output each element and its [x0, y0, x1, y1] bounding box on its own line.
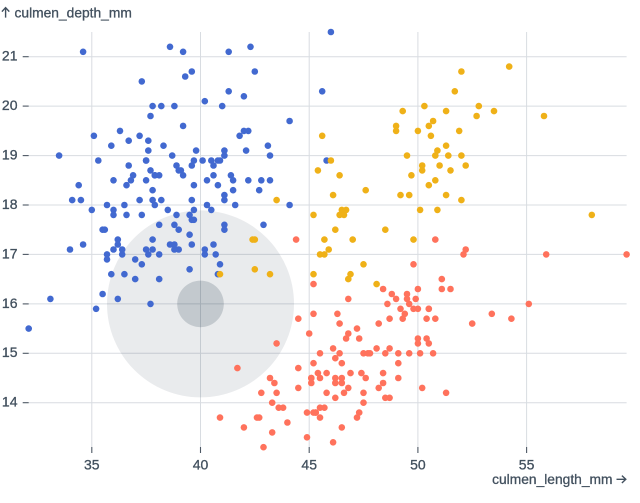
svg-text:18: 18 — [2, 196, 18, 212]
svg-text:14: 14 — [2, 394, 18, 410]
svg-text:15: 15 — [2, 344, 18, 360]
svg-text:19: 19 — [2, 147, 18, 163]
svg-text:20: 20 — [2, 97, 18, 113]
svg-text:55: 55 — [519, 457, 535, 473]
svg-text:culmen_depth_mm: culmen_depth_mm — [15, 5, 132, 20]
svg-text:culmen_length_mm: culmen_length_mm — [492, 472, 612, 487]
svg-text:21: 21 — [2, 48, 18, 64]
svg-text:45: 45 — [301, 457, 317, 473]
svg-text:17: 17 — [2, 245, 18, 261]
svg-text:35: 35 — [84, 457, 100, 473]
svg-text:40: 40 — [193, 457, 209, 473]
svg-text:16: 16 — [2, 295, 18, 311]
svg-text:50: 50 — [410, 457, 426, 473]
